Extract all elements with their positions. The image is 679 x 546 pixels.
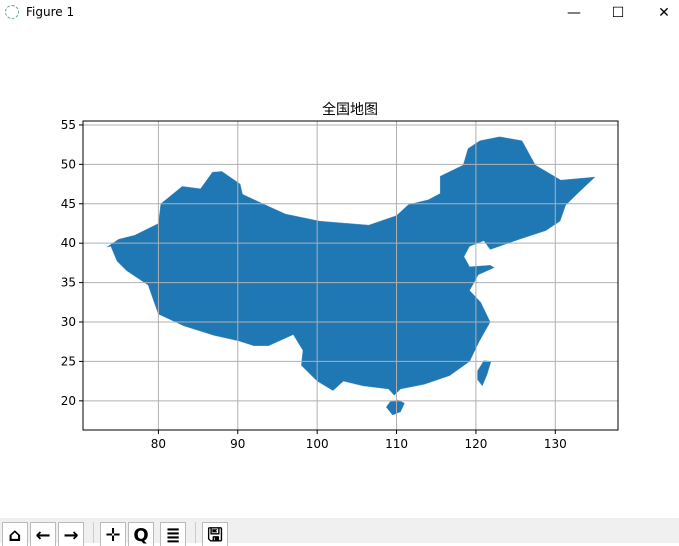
- x-tick-label: 120: [464, 437, 487, 451]
- region-mainland: [106, 136, 596, 396]
- x-tick-label: 90: [230, 437, 245, 451]
- region-hainan: [385, 399, 405, 416]
- minimize-icon: —: [567, 5, 581, 21]
- y-tick-label: 30: [61, 315, 76, 329]
- y-tick-label: 35: [61, 276, 76, 290]
- close-button[interactable]: ✕: [649, 2, 679, 24]
- pan-button[interactable]: ✛: [100, 522, 126, 546]
- save-button[interactable]: 🖫: [202, 522, 228, 546]
- close-icon: ✕: [658, 5, 670, 21]
- title-bar: Figure 1 — ☐ ✕: [0, 0, 679, 28]
- y-tick-label: 40: [61, 236, 76, 250]
- toolbar-separator: [93, 522, 94, 543]
- x-tick-label: 110: [385, 437, 408, 451]
- y-tick-label: 25: [61, 354, 76, 368]
- window-title: Figure 1: [26, 5, 75, 19]
- x-tick-label: 100: [306, 437, 329, 451]
- home-button[interactable]: ⌂: [2, 522, 28, 546]
- zoom-button[interactable]: Q: [128, 522, 154, 546]
- x-tick-label: 130: [544, 437, 567, 451]
- y-tick-label: 45: [61, 197, 76, 211]
- app-icon: [5, 5, 19, 19]
- toolbar-separator: [195, 522, 196, 543]
- forward-button[interactable]: →: [58, 522, 84, 546]
- configure-subplots-icon: ≣: [165, 525, 181, 546]
- back-icon: ←: [35, 525, 51, 546]
- home-icon: ⌂: [8, 525, 22, 546]
- chart-title: 全国地图: [322, 101, 378, 118]
- axes-frame: [82, 120, 619, 431]
- maximize-button[interactable]: ☐: [603, 2, 633, 24]
- y-tick-label: 55: [61, 118, 76, 132]
- region-taiwan: [477, 360, 492, 387]
- navigation-toolbar: ⌂ ← → ✛ Q ≣ 🖫: [0, 518, 679, 546]
- maximize-icon: ☐: [611, 5, 625, 21]
- x-tick-label: 80: [151, 437, 166, 451]
- y-tick-label: 20: [61, 394, 76, 408]
- zoom-icon: Q: [133, 525, 149, 546]
- minimize-button[interactable]: —: [559, 2, 589, 24]
- back-button[interactable]: ←: [30, 522, 56, 546]
- save-icon: 🖫: [207, 525, 223, 546]
- map-plot: 80 90 100 110 120 130 20 25 30 35 40 45 50 55 全国地图: [61, 101, 619, 451]
- y-tick-label: 50: [61, 157, 76, 171]
- pan-icon: ✛: [105, 525, 121, 546]
- configure-subplots-button[interactable]: ≣: [160, 522, 186, 546]
- forward-icon: →: [63, 525, 79, 546]
